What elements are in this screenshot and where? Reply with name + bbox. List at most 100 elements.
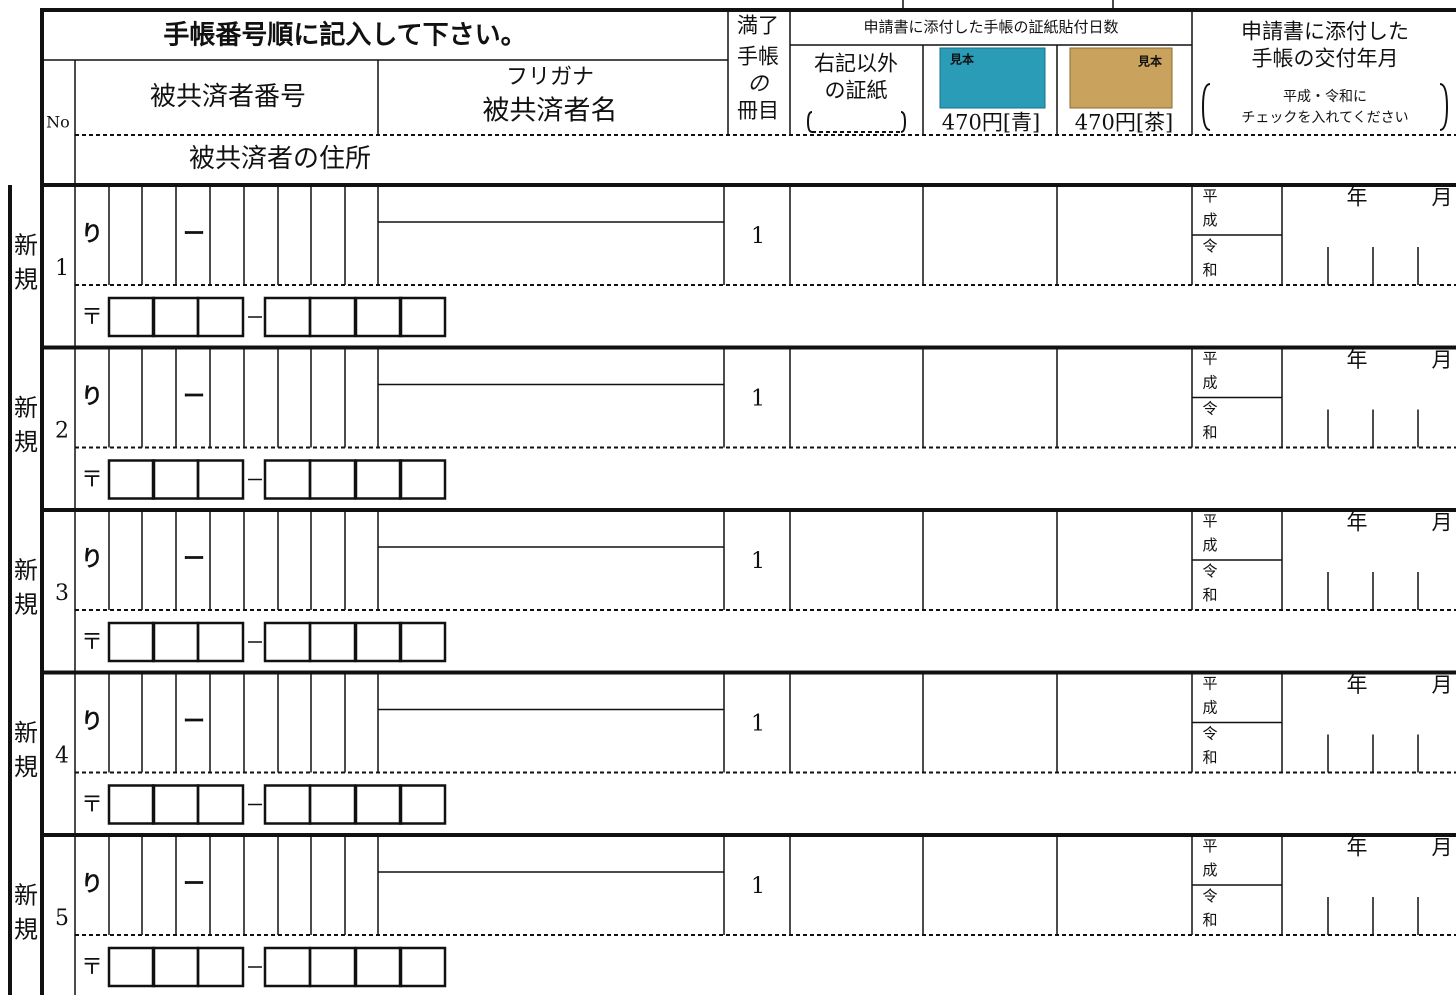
- postal-box: [263, 784, 312, 825]
- number-prefix: り: [81, 710, 103, 735]
- year-label: 年: [1347, 348, 1368, 372]
- postal-box: [196, 296, 245, 338]
- book-count-label: 冊目: [737, 99, 779, 123]
- postal-box: [263, 296, 312, 338]
- postal-box: [263, 621, 312, 663]
- number-dash: ー: [183, 222, 205, 247]
- blue-stamp: [939, 47, 1046, 109]
- postal-box: [398, 621, 447, 663]
- row-number: 2: [55, 419, 69, 444]
- era-label: 令: [1202, 887, 1217, 905]
- postal-box: [196, 946, 245, 988]
- postal-mark: 〒: [81, 468, 103, 493]
- book-count: 1: [751, 874, 765, 899]
- month-label: 月: [1432, 673, 1453, 697]
- member-number-label: 被共済者番号: [150, 82, 306, 112]
- row-type: 新: [14, 394, 38, 422]
- row-number: 4: [55, 744, 69, 769]
- book-count: 1: [751, 387, 765, 412]
- era-label: 平: [1202, 187, 1217, 205]
- postal-box: [398, 296, 447, 338]
- era-label: 平: [1202, 837, 1217, 855]
- month-label: 月: [1432, 186, 1453, 210]
- postal-box: [398, 946, 447, 988]
- row-type: 規: [14, 916, 38, 944]
- book-count-label: 満了: [737, 14, 779, 38]
- postal-mark: 〒: [81, 793, 103, 818]
- postal-box: [398, 459, 447, 500]
- issue-date-label: 申請書に添付した: [1241, 20, 1409, 44]
- era-label: 成: [1202, 699, 1217, 717]
- row-type: 規: [14, 266, 38, 294]
- address-label: 被共済者の住所: [189, 144, 371, 174]
- postal-box: [196, 459, 245, 500]
- postal-box: [308, 296, 357, 338]
- postal-box: [107, 459, 156, 500]
- bracket: [1201, 83, 1449, 131]
- member-name-label: 被共済者名: [483, 96, 618, 127]
- era-label: 平: [1202, 675, 1217, 693]
- era-label: 令: [1202, 725, 1217, 743]
- book-count: 1: [751, 224, 765, 249]
- postal-box: [107, 296, 156, 338]
- row-type: 規: [14, 591, 38, 619]
- era-label: 令: [1202, 237, 1217, 255]
- postal-box: [107, 621, 156, 663]
- postal-box: [263, 459, 312, 500]
- era-label: 和: [1202, 911, 1217, 929]
- book-count-label: 手帳: [737, 45, 779, 69]
- year-label: 年: [1347, 673, 1368, 697]
- row-number: 1: [55, 256, 69, 281]
- brown-stamp: [1069, 47, 1173, 109]
- postal-box: [354, 296, 403, 338]
- postal-box: [151, 459, 200, 500]
- postal-box: [398, 784, 447, 825]
- era-label: 令: [1202, 562, 1217, 580]
- era-label: 平: [1202, 350, 1217, 368]
- issue-note: 平成・令和に: [1283, 89, 1367, 105]
- postal-box: [263, 946, 312, 988]
- bracket: [806, 111, 907, 133]
- postal-mark: 〒: [81, 305, 103, 330]
- row-type: 新: [14, 882, 38, 910]
- number-prefix: り: [81, 547, 103, 572]
- no-label: No: [46, 113, 70, 132]
- number-dash: ー: [183, 710, 205, 735]
- postal-box: [354, 784, 403, 825]
- row-number: 5: [55, 906, 69, 931]
- year-label: 年: [1347, 186, 1368, 210]
- number-prefix: り: [81, 222, 103, 247]
- era-label: 令: [1202, 400, 1217, 418]
- row-type: 新: [14, 232, 38, 260]
- year-label: 年: [1347, 836, 1368, 860]
- postal-box: [196, 784, 245, 825]
- postal-mark: 〒: [81, 630, 103, 655]
- number-dash: ー: [183, 872, 205, 897]
- furigana-label: フリガナ: [506, 65, 594, 90]
- issue-note: チェックを入れてください: [1241, 110, 1408, 126]
- postal-box: [354, 459, 403, 500]
- blue-stamp-price: 470円[青]: [942, 111, 1040, 135]
- postal-box: [308, 946, 357, 988]
- era-label: 平: [1202, 512, 1217, 530]
- era-label: 成: [1202, 211, 1217, 229]
- number-prefix: り: [81, 872, 103, 897]
- number-dash: ー: [183, 385, 205, 410]
- book-count-label: の: [748, 72, 770, 96]
- postal-box: [354, 946, 403, 988]
- postal-box: [107, 946, 156, 988]
- row-type: 新: [14, 557, 38, 585]
- postal-box: [308, 459, 357, 500]
- other-stamp-label: の証紙: [825, 79, 888, 103]
- month-label: 月: [1432, 511, 1453, 535]
- era-label: 和: [1202, 586, 1217, 604]
- era-label: 成: [1202, 536, 1217, 554]
- era-label: 和: [1202, 424, 1217, 442]
- stamp-days-label: 申請書に添付した手帳の証紙貼付日数: [863, 18, 1118, 36]
- row-type: 規: [14, 428, 38, 456]
- postal-box: [308, 784, 357, 825]
- year-label: 年: [1347, 511, 1368, 535]
- postal-box: [107, 784, 156, 825]
- postal-box: [354, 621, 403, 663]
